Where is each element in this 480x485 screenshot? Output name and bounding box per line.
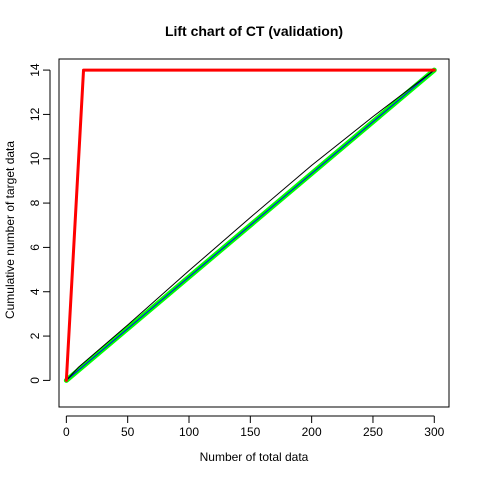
plot-lines <box>66 70 434 380</box>
y-tick-label: 6 <box>28 244 42 251</box>
y-tick-label: 2 <box>28 332 42 339</box>
plot-frame <box>59 59 449 407</box>
x-tick-label: 150 <box>240 425 260 439</box>
x-axis-label: Number of total data <box>200 450 309 464</box>
x-tick-label: 50 <box>121 425 135 439</box>
x-axis: 0 50 100 150 200 250 300 <box>63 416 445 439</box>
y-tick-label: 10 <box>28 152 42 166</box>
x-tick-label: 250 <box>363 425 383 439</box>
series-line-1 <box>66 70 434 380</box>
chart-title: Lift chart of CT (validation) <box>165 23 343 39</box>
y-axis-label: Cumulative number of target data <box>3 141 17 319</box>
x-tick-label: 300 <box>424 425 444 439</box>
y-tick-label: 4 <box>28 288 42 295</box>
x-tick-label: 0 <box>63 425 70 439</box>
y-axis: 0 2 4 6 8 10 12 14 <box>28 63 50 384</box>
y-tick-label: 8 <box>28 199 42 206</box>
y-tick-label: 14 <box>28 63 42 77</box>
y-tick-label: 0 <box>28 377 42 384</box>
x-tick-label: 200 <box>302 425 322 439</box>
x-tick-label: 100 <box>179 425 199 439</box>
y-tick-label: 12 <box>28 107 42 121</box>
